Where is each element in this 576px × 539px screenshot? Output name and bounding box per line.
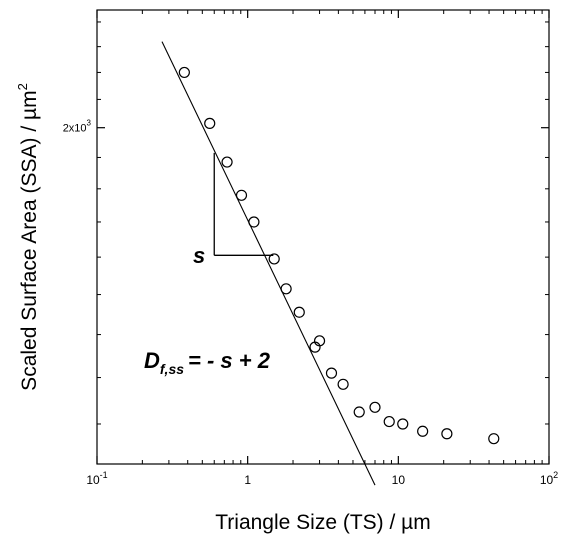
x-tick-label: 10 — [392, 473, 406, 487]
y-axis-label-text: Scaled Surface Area (SSA) / µm — [18, 90, 41, 390]
data-point — [325, 367, 338, 379]
y-tick-label: 2x103 — [63, 119, 92, 135]
y-tick-label-base: 2x10 — [63, 123, 87, 135]
data-point — [178, 66, 190, 79]
x-tick-label-base: 10 — [86, 473, 100, 487]
data-point — [397, 418, 409, 430]
data-points — [178, 66, 500, 445]
data-point — [488, 433, 500, 445]
data-point — [369, 401, 381, 413]
x-tick-label: 10-1 — [86, 470, 107, 487]
data-point — [293, 306, 305, 318]
data-point — [441, 428, 453, 440]
x-tick-label-exponent: -1 — [100, 470, 108, 480]
data-point — [221, 156, 233, 168]
y-tick-label-exponent: 3 — [87, 119, 92, 128]
data-point — [268, 253, 280, 265]
formula-rest: = - s + 2 — [188, 348, 271, 373]
slope-label: s — [193, 243, 205, 268]
formula-main: D — [144, 348, 160, 373]
fit-line-group — [161, 41, 376, 486]
data-point — [280, 283, 292, 295]
plot-frame — [96, 9, 550, 465]
x-tick-label-base: 10 — [540, 473, 554, 487]
y-axis-ticks: 2x103 — [63, 21, 549, 425]
formula-annotation: Df,ss = - s + 2 — [144, 348, 271, 377]
x-axis-label: Triangle Size (TS) / µm — [215, 511, 431, 534]
x-tick-label: 102 — [540, 470, 558, 487]
formula-subscript: f,ss — [160, 361, 184, 377]
fit-line — [161, 41, 376, 486]
data-point — [235, 189, 248, 201]
data-point — [353, 406, 365, 418]
y-axis-label-superscript: 2 — [15, 83, 30, 90]
data-point — [383, 415, 395, 428]
data-point — [337, 378, 349, 390]
y-axis-label: Scaled Surface Area (SSA) / µm2 — [15, 83, 41, 391]
x-tick-label: 1 — [244, 473, 251, 487]
data-point — [204, 117, 216, 129]
data-point — [313, 335, 326, 347]
x-axis-ticks: 10-1 1 10 102 — [86, 10, 558, 487]
data-point — [417, 425, 429, 437]
data-point — [248, 216, 260, 228]
x-tick-label-exponent: 2 — [553, 470, 558, 480]
slope-triangle-group — [213, 152, 274, 256]
